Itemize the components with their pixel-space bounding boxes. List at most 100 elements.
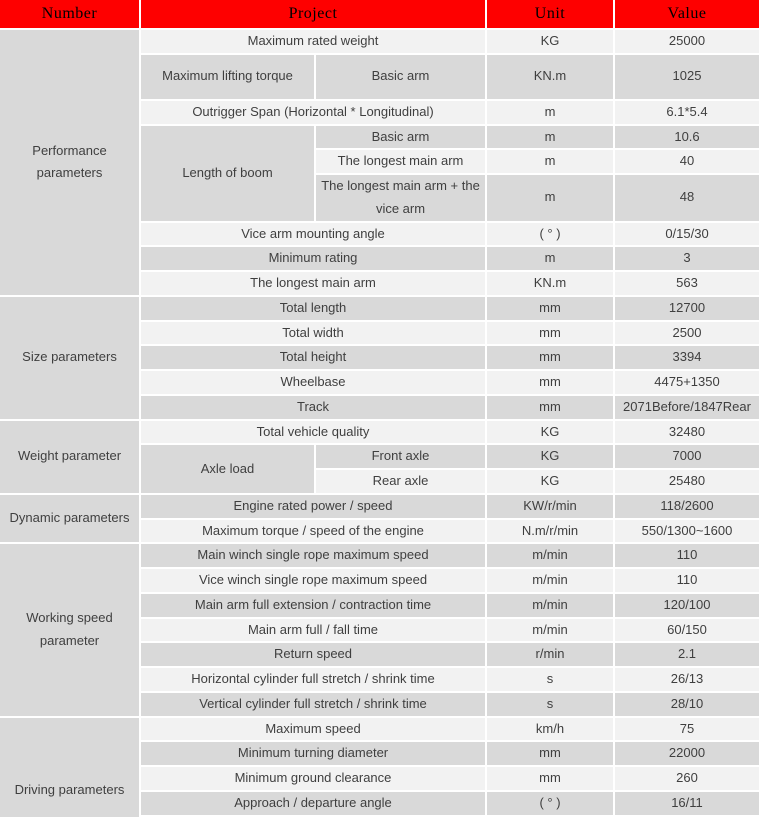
cell-value: 7000 [615, 445, 759, 468]
cell-value: 60/150 [615, 618, 759, 642]
cell-project: Vertical cylinder full stretch / shrink … [141, 692, 485, 716]
table-row: The longest main arm m 40 [0, 150, 759, 173]
cell-value: 563 [615, 272, 759, 295]
table-row: Main arm full extension / contraction ti… [0, 593, 759, 617]
cell-unit: m [487, 175, 613, 221]
cell-project: Total height [141, 346, 485, 369]
table-row: Length of boom Basic arm m 10.6 [0, 125, 759, 221]
table-row: Vice winch single rope maximum speed m/m… [0, 569, 759, 592]
cell-value: 2071Before/1847Rear [615, 395, 759, 419]
cell-unit: s [487, 692, 613, 716]
cell-value: 26/13 [615, 668, 759, 691]
cell-unit: ( ° ) [487, 222, 613, 246]
cell-value: 110 [615, 544, 759, 567]
cell-project: Horizontal cylinder full stretch / shrin… [141, 668, 485, 691]
cell-project-group: Maximum lifting torque [141, 54, 314, 99]
col-header-project: Project [141, 0, 485, 28]
cell-unit: mm [487, 371, 613, 394]
table-row: Maximum torque / speed of the engine N.m… [0, 519, 759, 543]
cell-value: 118/2600 [615, 494, 759, 518]
cell-value: 2.1 [615, 643, 759, 666]
section-label-working-speed: Working speed parameter [0, 544, 139, 716]
cell-value: 4475+1350 [615, 371, 759, 394]
cell-project: Total width [141, 321, 485, 345]
table-row: Approach / departure angle ( ° ) 16/11 [0, 791, 759, 815]
cell-unit: KG [487, 470, 613, 493]
cell-value: 0/15/30 [615, 222, 759, 246]
cell-value: 12700 [615, 296, 759, 320]
table-row: Size parameters Total length mm 12700 [0, 296, 759, 419]
cell-unit: mm [487, 742, 613, 765]
cell-unit: r/min [487, 643, 613, 666]
cell-value: 40 [615, 150, 759, 173]
cell-value: 260 [615, 767, 759, 790]
cell-unit: m/min [487, 569, 613, 592]
cell-value: 1025 [615, 54, 759, 99]
section-label-dynamic: Dynamic parameters [0, 494, 139, 543]
section-label-performance: Performance parameters [0, 30, 139, 295]
cell-value: 25480 [615, 470, 759, 493]
cell-project: Main arm full / fall time [141, 618, 485, 642]
cell-project: Engine rated power / speed [141, 494, 485, 518]
cell-unit: mm [487, 767, 613, 790]
cell-project-sub: The longest main arm + the vice arm [316, 175, 485, 221]
cell-project: Approach / departure angle [141, 791, 485, 815]
cell-project-sub: Rear axle [316, 470, 485, 493]
cell-value: 2500 [615, 321, 759, 345]
table-row: Vertical cylinder full stretch / shrink … [0, 692, 759, 716]
table-row: Performance parameters Maximum rated wei… [0, 30, 759, 295]
table-row: Rear axle KG 25480 [0, 470, 759, 493]
cell-unit: KG [487, 30, 613, 53]
table-row: Return speed r/min 2.1 [0, 643, 759, 666]
cell-value: 550/1300~1600 [615, 519, 759, 543]
cell-project: Vice arm mounting angle [141, 222, 485, 246]
cell-project: Main winch single rope maximum speed [141, 544, 485, 567]
cell-value: 28/10 [615, 692, 759, 716]
table-row: Wheelbase mm 4475+1350 [0, 371, 759, 394]
cell-value: 75 [615, 717, 759, 741]
table-row: Minimum turning diameter mm 22000 [0, 742, 759, 765]
col-header-value: Value [615, 0, 759, 28]
cell-value: 3 [615, 247, 759, 270]
col-header-unit: Unit [487, 0, 613, 28]
cell-value: 10.6 [615, 125, 759, 149]
cell-unit: KW/r/min [487, 494, 613, 518]
cell-project: Main arm full extension / contraction ti… [141, 593, 485, 617]
cell-unit: m [487, 150, 613, 173]
cell-project: Maximum rated weight [141, 30, 485, 53]
cell-value: 6.1*5.4 [615, 100, 759, 124]
section-label-weight: Weight parameter [0, 420, 139, 493]
cell-unit: KG [487, 420, 613, 444]
table-row: Maximum lifting torque Basic arm KN.m 10… [0, 54, 759, 99]
cell-unit: ( ° ) [487, 791, 613, 815]
cell-unit: mm [487, 346, 613, 369]
cell-value: 25000 [615, 30, 759, 53]
table-row: Minimum ground clearance mm 260 [0, 767, 759, 790]
cell-unit: KN.m [487, 54, 613, 99]
cell-unit: m [487, 100, 613, 124]
cell-value: 22000 [615, 742, 759, 765]
table-row: Horizontal cylinder full stretch / shrin… [0, 668, 759, 691]
cell-project: Track [141, 395, 485, 419]
cell-unit: m [487, 247, 613, 270]
table-row: Weight parameter Total vehicle quality K… [0, 420, 759, 493]
cell-value: 32480 [615, 420, 759, 444]
cell-unit: m [487, 125, 613, 149]
table-row: Dynamic parameters Engine rated power / … [0, 494, 759, 543]
table-row: Working speed parameter Main winch singl… [0, 544, 759, 716]
cell-unit: m/min [487, 618, 613, 642]
cell-value: 110 [615, 569, 759, 592]
cell-value: 3394 [615, 346, 759, 369]
cell-project: Total vehicle quality [141, 420, 485, 444]
section-label-driving: Driving parameters [0, 717, 139, 817]
cell-project: Minimum ground clearance [141, 767, 485, 790]
table-row: Vice arm mounting angle ( ° ) 0/15/30 [0, 222, 759, 246]
cell-value: 16/11 [615, 791, 759, 815]
cell-project-sub: Basic arm [316, 54, 485, 99]
cell-unit: m/min [487, 593, 613, 617]
cell-project: Minimum turning diameter [141, 742, 485, 765]
cell-project: The longest main arm [141, 272, 485, 295]
table-row: Driving parameters Maximum speed km/h 75 [0, 717, 759, 817]
table-row: Main arm full / fall time m/min 60/150 [0, 618, 759, 642]
table-row: Minimum rating m 3 [0, 247, 759, 270]
